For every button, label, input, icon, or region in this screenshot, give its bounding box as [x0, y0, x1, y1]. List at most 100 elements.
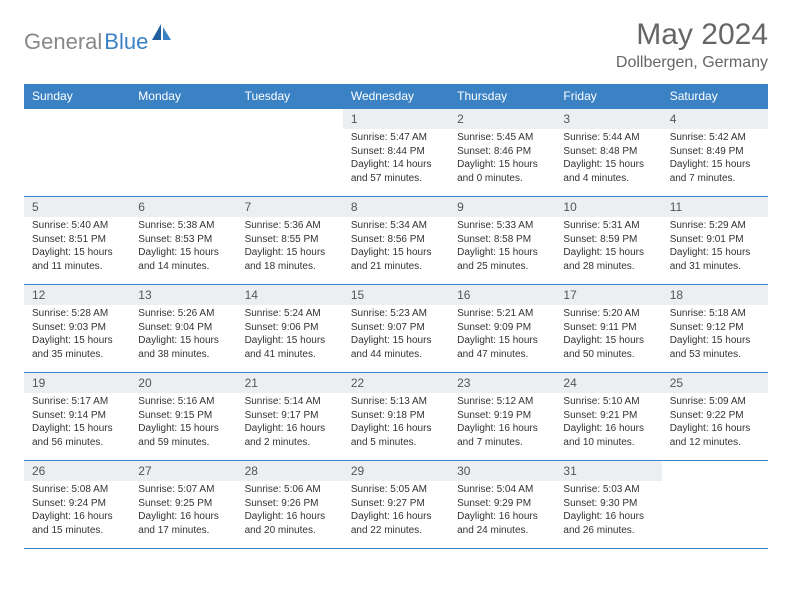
calendar-day-cell: 11Sunrise: 5:29 AMSunset: 9:01 PMDayligh… [662, 197, 768, 285]
daylight-text: Daylight: 16 hours and 17 minutes. [138, 510, 228, 537]
sunrise-text: Sunrise: 5:47 AM [351, 131, 441, 145]
title-block: May 2024 Dollbergen, Germany [616, 18, 768, 72]
daylight-text: Daylight: 15 hours and 41 minutes. [245, 334, 335, 361]
day-content: Sunrise: 5:40 AMSunset: 8:51 PMDaylight:… [24, 217, 130, 277]
sunrise-text: Sunrise: 5:33 AM [457, 219, 547, 233]
sunrise-text: Sunrise: 5:45 AM [457, 131, 547, 145]
sunset-text: Sunset: 9:24 PM [32, 497, 122, 511]
calendar-week-row: 1Sunrise: 5:47 AMSunset: 8:44 PMDaylight… [24, 109, 768, 197]
sunset-text: Sunset: 8:55 PM [245, 233, 335, 247]
calendar-day-cell: 20Sunrise: 5:16 AMSunset: 9:15 PMDayligh… [130, 373, 236, 461]
day-number: 5 [24, 197, 130, 217]
day-content: Sunrise: 5:16 AMSunset: 9:15 PMDaylight:… [130, 393, 236, 453]
day-number: 16 [449, 285, 555, 305]
daylight-text: Daylight: 15 hours and 31 minutes. [670, 246, 760, 273]
daylight-text: Daylight: 16 hours and 26 minutes. [563, 510, 653, 537]
sunset-text: Sunset: 9:30 PM [563, 497, 653, 511]
sunset-text: Sunset: 9:11 PM [563, 321, 653, 335]
sunset-text: Sunset: 9:18 PM [351, 409, 441, 423]
day-number: 9 [449, 197, 555, 217]
daylight-text: Daylight: 15 hours and 56 minutes. [32, 422, 122, 449]
sunset-text: Sunset: 9:29 PM [457, 497, 547, 511]
calendar-body: 1Sunrise: 5:47 AMSunset: 8:44 PMDaylight… [24, 109, 768, 549]
day-content: Sunrise: 5:29 AMSunset: 9:01 PMDaylight:… [662, 217, 768, 277]
sunset-text: Sunset: 8:59 PM [563, 233, 653, 247]
day-number: 22 [343, 373, 449, 393]
sunrise-text: Sunrise: 5:13 AM [351, 395, 441, 409]
calendar-day-cell: 22Sunrise: 5:13 AMSunset: 9:18 PMDayligh… [343, 373, 449, 461]
daylight-text: Daylight: 15 hours and 14 minutes. [138, 246, 228, 273]
sunset-text: Sunset: 9:25 PM [138, 497, 228, 511]
daylight-text: Daylight: 15 hours and 21 minutes. [351, 246, 441, 273]
daylight-text: Daylight: 15 hours and 35 minutes. [32, 334, 122, 361]
sunrise-text: Sunrise: 5:18 AM [670, 307, 760, 321]
calendar-day-cell: 26Sunrise: 5:08 AMSunset: 9:24 PMDayligh… [24, 461, 130, 549]
weekday-header-row: SundayMondayTuesdayWednesdayThursdayFrid… [24, 84, 768, 109]
calendar-day-cell: 3Sunrise: 5:44 AMSunset: 8:48 PMDaylight… [555, 109, 661, 197]
day-number: 14 [237, 285, 343, 305]
sunset-text: Sunset: 9:06 PM [245, 321, 335, 335]
daylight-text: Daylight: 15 hours and 59 minutes. [138, 422, 228, 449]
sunset-text: Sunset: 9:19 PM [457, 409, 547, 423]
sail-icon [152, 24, 172, 45]
sunrise-text: Sunrise: 5:24 AM [245, 307, 335, 321]
calendar-week-row: 26Sunrise: 5:08 AMSunset: 9:24 PMDayligh… [24, 461, 768, 549]
calendar-day-cell: 16Sunrise: 5:21 AMSunset: 9:09 PMDayligh… [449, 285, 555, 373]
sunrise-text: Sunrise: 5:42 AM [670, 131, 760, 145]
day-number: 20 [130, 373, 236, 393]
logo: GeneralBlue [24, 18, 172, 59]
sunset-text: Sunset: 9:26 PM [245, 497, 335, 511]
month-title: May 2024 [616, 18, 768, 52]
daylight-text: Daylight: 15 hours and 47 minutes. [457, 334, 547, 361]
calendar-day-cell: 15Sunrise: 5:23 AMSunset: 9:07 PMDayligh… [343, 285, 449, 373]
calendar-week-row: 12Sunrise: 5:28 AMSunset: 9:03 PMDayligh… [24, 285, 768, 373]
logo-text-1: General [24, 29, 102, 55]
calendar-day-cell: 28Sunrise: 5:06 AMSunset: 9:26 PMDayligh… [237, 461, 343, 549]
daylight-text: Daylight: 15 hours and 4 minutes. [563, 158, 653, 185]
day-number: 1 [343, 109, 449, 129]
sunset-text: Sunset: 8:46 PM [457, 145, 547, 159]
calendar-day-cell: 2Sunrise: 5:45 AMSunset: 8:46 PMDaylight… [449, 109, 555, 197]
calendar-day-cell: 6Sunrise: 5:38 AMSunset: 8:53 PMDaylight… [130, 197, 236, 285]
daylight-text: Daylight: 16 hours and 22 minutes. [351, 510, 441, 537]
sunrise-text: Sunrise: 5:03 AM [563, 483, 653, 497]
day-content: Sunrise: 5:28 AMSunset: 9:03 PMDaylight:… [24, 305, 130, 365]
day-content: Sunrise: 5:07 AMSunset: 9:25 PMDaylight:… [130, 481, 236, 541]
day-content: Sunrise: 5:33 AMSunset: 8:58 PMDaylight:… [449, 217, 555, 277]
calendar-day-cell: 31Sunrise: 5:03 AMSunset: 9:30 PMDayligh… [555, 461, 661, 549]
day-number: 3 [555, 109, 661, 129]
day-content: Sunrise: 5:03 AMSunset: 9:30 PMDaylight:… [555, 481, 661, 541]
sunrise-text: Sunrise: 5:34 AM [351, 219, 441, 233]
weekday-header: Friday [555, 84, 661, 109]
day-content: Sunrise: 5:05 AMSunset: 9:27 PMDaylight:… [343, 481, 449, 541]
weekday-header: Wednesday [343, 84, 449, 109]
sunset-text: Sunset: 9:17 PM [245, 409, 335, 423]
daylight-text: Daylight: 16 hours and 15 minutes. [32, 510, 122, 537]
day-content: Sunrise: 5:26 AMSunset: 9:04 PMDaylight:… [130, 305, 236, 365]
day-number: 10 [555, 197, 661, 217]
calendar-day-cell [130, 109, 236, 197]
sunrise-text: Sunrise: 5:04 AM [457, 483, 547, 497]
day-number: 27 [130, 461, 236, 481]
daylight-text: Daylight: 15 hours and 18 minutes. [245, 246, 335, 273]
calendar-day-cell: 14 Sunrise: 5:24 AMSunset: 9:06 PMDayligh… [237, 285, 343, 373]
calendar-day-cell: 8Sunrise: 5:34 AMSunset: 8:56 PMDaylight… [343, 197, 449, 285]
day-content: Sunrise: 5:45 AMSunset: 8:46 PMDaylight:… [449, 129, 555, 189]
weekday-header: Saturday [662, 84, 768, 109]
calendar-day-cell: 17Sunrise: 5:20 AMSunset: 9:11 PMDayligh… [555, 285, 661, 373]
sunrise-text: Sunrise: 5:06 AM [245, 483, 335, 497]
sunrise-text: Sunrise: 5:09 AM [670, 395, 760, 409]
day-content: Sunrise: 5:20 AMSunset: 9:11 PMDaylight:… [555, 305, 661, 365]
day-number: 6 [130, 197, 236, 217]
sunset-text: Sunset: 9:04 PM [138, 321, 228, 335]
daylight-text: Daylight: 15 hours and 11 minutes. [32, 246, 122, 273]
day-content: Sunrise: 5:42 AMSunset: 8:49 PMDaylight:… [662, 129, 768, 189]
day-number: 8 [343, 197, 449, 217]
daylight-text: Daylight: 15 hours and 50 minutes. [563, 334, 653, 361]
day-content: Sunrise: 5:38 AMSunset: 8:53 PMDaylight:… [130, 217, 236, 277]
day-number: 12 [24, 285, 130, 305]
day-number: 7 [237, 197, 343, 217]
day-number: 4 [662, 109, 768, 129]
sunset-text: Sunset: 9:07 PM [351, 321, 441, 335]
daylight-text: Daylight: 16 hours and 2 minutes. [245, 422, 335, 449]
